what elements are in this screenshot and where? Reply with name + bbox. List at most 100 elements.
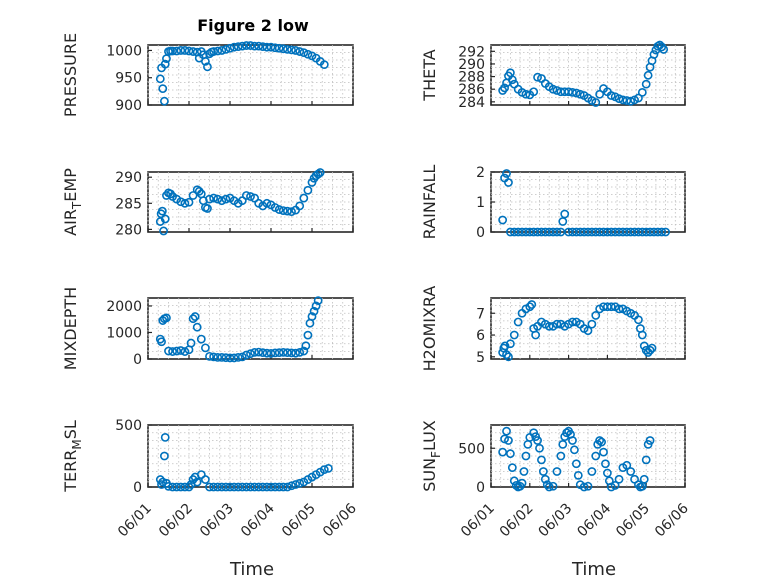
data-point xyxy=(299,346,309,356)
data-point xyxy=(237,196,247,206)
data-point xyxy=(568,317,577,327)
y-tick-label: 5 xyxy=(476,350,485,366)
data-point xyxy=(229,482,239,492)
data-point xyxy=(287,207,296,217)
data-point xyxy=(160,432,170,442)
data-point xyxy=(513,317,523,327)
data-point xyxy=(505,339,515,349)
data-point xyxy=(282,206,292,216)
data-point xyxy=(591,98,601,107)
data-point xyxy=(661,227,670,237)
figure-title: Figure 2 low xyxy=(197,16,309,35)
data-point xyxy=(221,482,231,492)
data-point xyxy=(637,87,647,97)
y-tick-label: 2000 xyxy=(106,299,142,315)
panel-7: 0 500 06/01 06/02 06/03 06/04 06/05 06/06 TERRMS… xyxy=(61,418,360,540)
data-point xyxy=(176,482,186,492)
data-point xyxy=(548,481,558,491)
data-point xyxy=(172,346,182,356)
panel-4: 0 1 2 RAINFALL xyxy=(420,165,686,241)
data-point xyxy=(309,306,319,316)
data-point xyxy=(180,46,190,55)
data-point xyxy=(282,482,292,492)
x-tick-label: 06/03 xyxy=(536,501,576,541)
data-point xyxy=(262,482,272,492)
data-point xyxy=(622,460,632,470)
data-point xyxy=(587,467,597,476)
data-point xyxy=(521,89,531,99)
data-point xyxy=(250,193,259,203)
data-point xyxy=(568,436,577,445)
data-point xyxy=(527,300,537,309)
data-point xyxy=(538,467,548,476)
data-point xyxy=(535,443,544,453)
data-point xyxy=(591,311,601,320)
data-point xyxy=(229,353,239,363)
data-point xyxy=(209,482,218,492)
data-point xyxy=(301,341,311,351)
data-point xyxy=(200,343,210,353)
data-point xyxy=(184,482,194,492)
y-tick-label: 1 xyxy=(476,195,485,211)
data-point xyxy=(575,89,585,99)
y-axis-label: THETA xyxy=(420,49,439,101)
data-point xyxy=(270,43,280,53)
y-tick-label: 290 xyxy=(115,170,142,186)
data-point xyxy=(552,227,562,237)
data-point xyxy=(274,482,284,492)
data-point xyxy=(500,83,509,93)
data-point xyxy=(250,41,259,51)
y-tick-label: 0 xyxy=(476,225,485,241)
data-point xyxy=(278,206,288,216)
data-point xyxy=(287,481,296,491)
data-point xyxy=(278,44,288,54)
data-point xyxy=(157,206,167,216)
data-point xyxy=(319,465,329,475)
data-point xyxy=(221,44,231,54)
data-point xyxy=(626,467,636,476)
data-point xyxy=(303,49,313,59)
data-point xyxy=(188,191,198,200)
x-tick-label: 06/06 xyxy=(320,500,360,540)
data-point xyxy=(186,338,196,348)
y-tick-label: 290 xyxy=(458,57,485,73)
data-point xyxy=(295,347,305,357)
data-point xyxy=(504,352,513,362)
data-point xyxy=(217,353,227,362)
data-point xyxy=(203,62,212,72)
data-point xyxy=(645,345,655,355)
data-point xyxy=(542,480,552,490)
data-point xyxy=(241,350,251,360)
data-point xyxy=(217,46,227,55)
data-point xyxy=(552,467,562,476)
data-point xyxy=(159,226,168,236)
data-point xyxy=(159,96,169,106)
panel-1: 900 950 1000 PRESSURE xyxy=(61,33,354,117)
y-axis-label: TERRMSL xyxy=(61,420,84,493)
data-point xyxy=(507,75,517,85)
x-tick-label: 06/05 xyxy=(279,501,319,541)
data-point xyxy=(168,46,177,56)
data-point xyxy=(287,348,296,358)
data-point xyxy=(209,47,218,56)
data-point xyxy=(237,41,247,51)
data-point xyxy=(266,482,276,492)
data-point xyxy=(229,42,239,52)
data-point xyxy=(258,348,268,358)
data-point xyxy=(246,41,255,50)
data-point xyxy=(164,481,173,491)
data-point xyxy=(601,459,610,469)
data-point xyxy=(237,482,247,492)
data-point xyxy=(571,459,581,469)
data-point xyxy=(233,42,243,52)
y-axis-label: PRESSURE xyxy=(61,33,80,117)
data-point xyxy=(303,185,313,195)
data-point xyxy=(274,348,284,358)
data-point xyxy=(176,46,186,55)
data-point xyxy=(323,463,333,473)
data-point xyxy=(573,470,583,480)
data-point xyxy=(634,93,643,103)
data-point xyxy=(637,330,647,340)
x-tick-label: 06/03 xyxy=(197,501,237,541)
